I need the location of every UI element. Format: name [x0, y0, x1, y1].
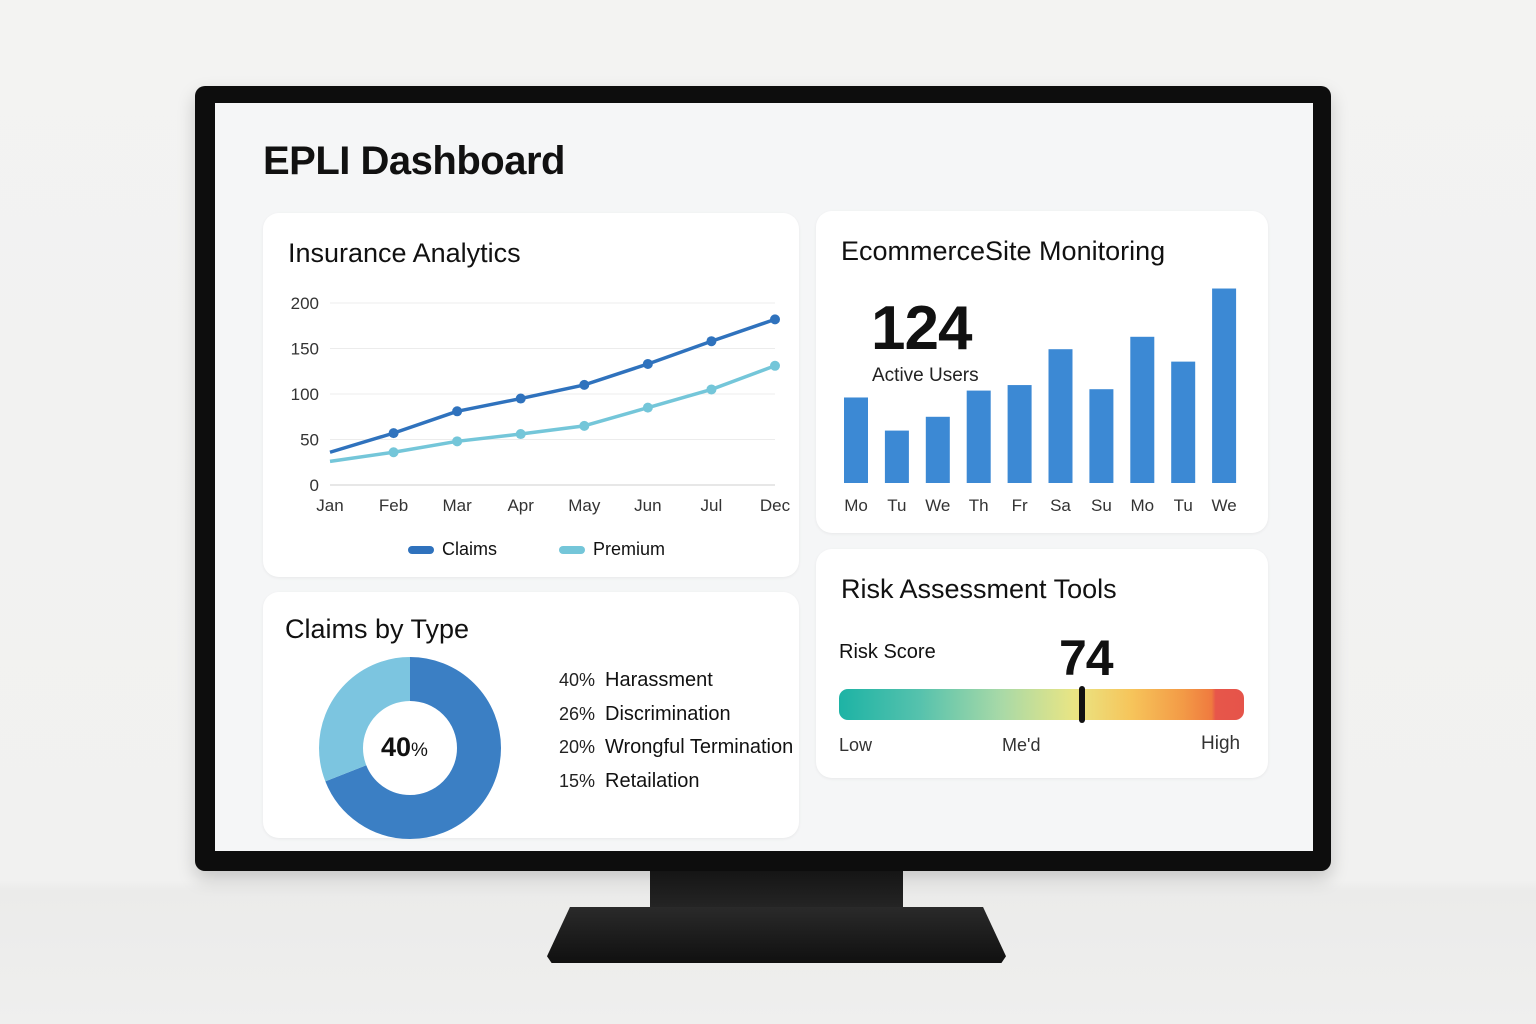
list-item: 40% Harassment [559, 669, 793, 703]
claims-name: Discrimination [605, 702, 731, 725]
dashboard-screen: EPLI Dashboard Insurance Analytics 0 50 10… [215, 103, 1313, 851]
y-tick-label: 200 [291, 294, 319, 313]
data-point-premium[interactable] [452, 436, 463, 447]
bar-x-label: Mo [1130, 496, 1154, 515]
claims-name: Retailation [605, 769, 700, 792]
x-tick-label: Mar [443, 496, 473, 515]
claims-pct: 26% [559, 703, 596, 724]
y-tick-label: 150 [291, 340, 319, 359]
risk-score-label: Risk Score [839, 641, 936, 663]
y-tick-label: 0 [310, 476, 319, 495]
donut-center-value: 40% [381, 732, 428, 763]
bar[interactable] [1212, 288, 1237, 483]
risk-score-value: 74 [1059, 630, 1114, 686]
list-item: 15% Retailation [559, 770, 793, 804]
bar-x-label: Th [969, 496, 989, 515]
data-point-claims[interactable] [388, 428, 399, 439]
data-point-premium[interactable] [579, 420, 590, 431]
x-tick-label: Jun [634, 496, 661, 515]
bar-x-label: Mo [844, 496, 868, 515]
bar-x-label: Su [1091, 496, 1112, 515]
donut-segment-secondary[interactable] [319, 657, 501, 839]
ecommerce-monitoring-title: EcommerceSite Monitoring [841, 236, 1166, 266]
claims-type-list: 40% Harassment 26% Discrimination 20% Wr… [559, 669, 793, 803]
risk-gauge-needle [1079, 686, 1085, 723]
series-line-premium [329, 364, 776, 464]
active-users-label: Active Users [872, 365, 979, 386]
active-users-value: 124 [871, 294, 972, 363]
legend-premium-swatch [559, 545, 586, 554]
x-tick-label: Dec [760, 496, 791, 515]
gauge-high-label: High [1201, 733, 1241, 754]
claims-pct: 20% [559, 737, 596, 757]
x-tick-label: Jul [701, 496, 723, 515]
data-point-claims[interactable] [452, 406, 463, 417]
claims-by-type-title: Claims by Type [285, 614, 470, 644]
ecommerce-monitoring-card: EcommerceSite Monitoring 124 Active User… [816, 211, 1268, 533]
bar[interactable] [966, 390, 991, 483]
insurance-analytics-card: Insurance Analytics 0 50 100 150 200 Jan Feb Ma… [263, 213, 799, 577]
bar[interactable] [1130, 336, 1155, 483]
data-point-claims[interactable] [642, 358, 653, 369]
legend-claims-swatch [408, 545, 434, 554]
bar[interactable] [1007, 385, 1032, 483]
risk-assessment-title: Risk Assessment Tools [841, 574, 1117, 604]
active-users-bar-chart: Mo Tu We Th Fr Sa Su Mo Tu We [844, 288, 1237, 515]
data-point-premium[interactable] [770, 360, 780, 371]
gauge-low-label: Low [839, 735, 873, 755]
y-tick-label: 100 [291, 385, 319, 404]
bar-x-label: We [925, 496, 950, 515]
bar-x-label: Tu [887, 496, 906, 515]
insurance-analytics-title: Insurance Analytics [288, 238, 521, 268]
claims-by-type-card: Claims by Type 40% 40% Harassment 26% Di… [263, 592, 799, 839]
donut-center-unit: % [411, 740, 428, 761]
bar-x-label: Fr [1012, 496, 1028, 515]
data-point-premium[interactable] [642, 402, 653, 413]
insurance-line-chart: 0 50 100 150 200 Jan Feb Mar Apr May Jun Jul Dec [291, 294, 791, 515]
monitor-stand-neck [650, 871, 903, 911]
gauge-med-label: Me'd [1002, 735, 1041, 755]
x-tick-label: Feb [379, 496, 408, 515]
list-item: 20% Wrongful Termination [559, 736, 793, 770]
data-point-premium[interactable] [388, 447, 399, 458]
bar[interactable] [1089, 389, 1114, 483]
legend-claims[interactable]: Claims [408, 539, 497, 560]
bar-x-label: Tu [1174, 496, 1193, 515]
bar[interactable] [925, 416, 950, 483]
x-tick-label: May [568, 496, 601, 515]
claims-name: Wrongful Termination [605, 736, 794, 758]
data-point-claims[interactable] [515, 393, 526, 404]
bar-x-label: Sa [1050, 496, 1071, 515]
bar[interactable] [1048, 349, 1073, 483]
insurance-legend: Claims Premium [408, 539, 665, 560]
data-point-claims[interactable] [579, 379, 590, 390]
legend-claims-label: Claims [442, 539, 498, 559]
claims-name: Harassment [605, 669, 713, 691]
legend-premium-label: Premium [593, 539, 666, 559]
x-tick-label: Apr [507, 496, 534, 515]
page-title: EPLI Dashboard [263, 139, 565, 183]
data-point-claims[interactable] [706, 336, 717, 347]
bar-x-label: We [1211, 496, 1236, 515]
bar[interactable] [1171, 361, 1196, 483]
series-line-claims [329, 317, 776, 454]
bar[interactable] [884, 430, 909, 483]
data-point-claims[interactable] [770, 314, 780, 325]
claims-donut-chart [319, 657, 501, 839]
risk-assessment-card: Risk Assessment Tools Risk Score 74 Low … [816, 549, 1268, 778]
donut-center-number: 40 [381, 732, 412, 762]
claims-pct: 15% [559, 770, 596, 791]
claims-pct: 40% [559, 670, 596, 690]
x-tick-label: Jan [316, 496, 343, 515]
bar[interactable] [844, 397, 868, 483]
list-item: 26% Discrimination [559, 703, 793, 737]
data-point-premium[interactable] [515, 429, 526, 440]
risk-gauge-bar [839, 686, 1244, 723]
data-point-premium[interactable] [706, 384, 717, 395]
legend-premium[interactable]: Premium [559, 539, 665, 560]
monitor-stand-base [547, 907, 1006, 963]
y-tick-label: 50 [300, 431, 319, 450]
